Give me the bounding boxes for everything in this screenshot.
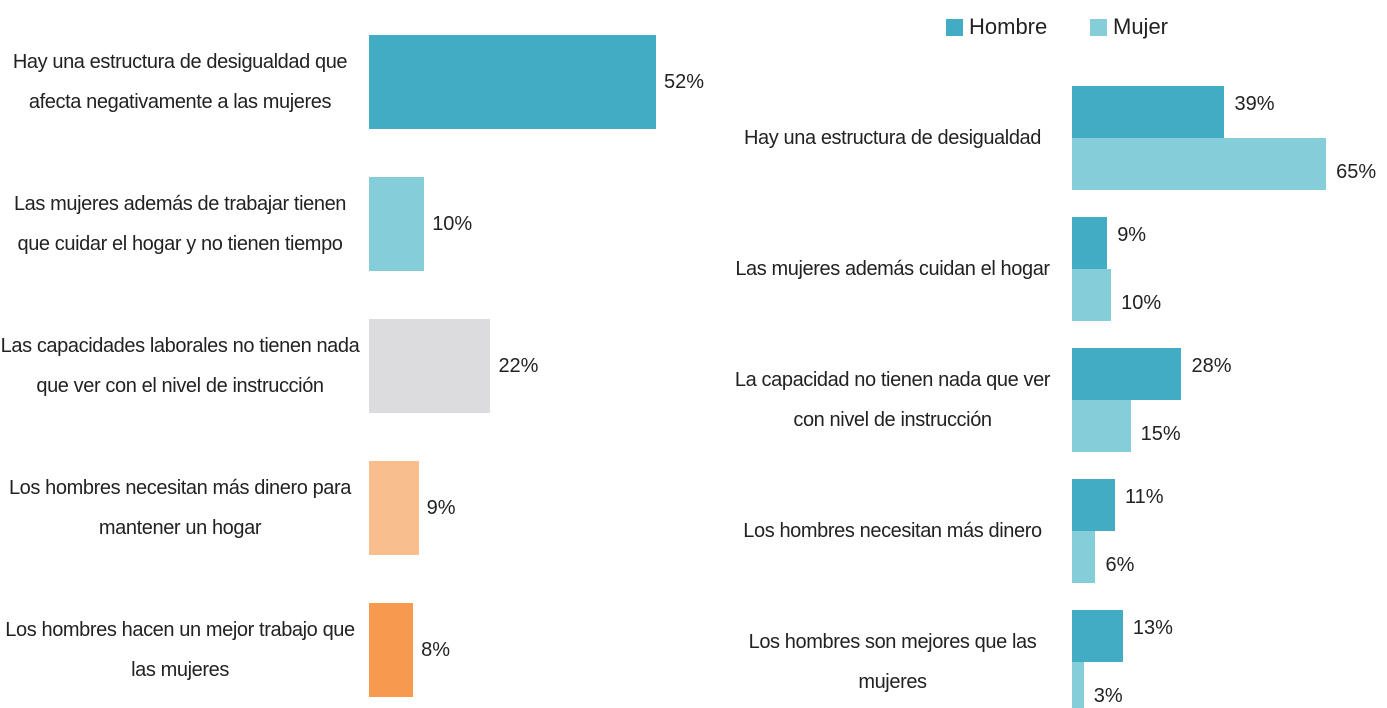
value-label: 13% bbox=[1132, 617, 1173, 639]
category-label: Las mujeres además de trabajar tienen qu… bbox=[13, 193, 347, 255]
legend-swatch bbox=[1090, 18, 1107, 36]
value-label: 65% bbox=[1336, 161, 1377, 183]
bar bbox=[1072, 479, 1115, 531]
category-label: Los hombres necesitan más dinero para ma… bbox=[8, 477, 352, 539]
bar bbox=[1072, 269, 1112, 321]
bar bbox=[1072, 531, 1096, 583]
category-label: Hay una estructura de desigualdad que af… bbox=[12, 51, 348, 113]
bar bbox=[1072, 348, 1182, 400]
legend-item: Mujer bbox=[1090, 14, 1168, 40]
category-label: Las mujeres además cuidan el hogar bbox=[735, 258, 1050, 280]
value-label: 10% bbox=[432, 213, 473, 235]
value-label: 3% bbox=[1093, 685, 1123, 707]
bar bbox=[1072, 138, 1327, 190]
category-label: Las capacidades laborales no tienen nada… bbox=[0, 335, 360, 397]
bar bbox=[1072, 610, 1123, 662]
bar bbox=[369, 177, 425, 271]
value-label: 6% bbox=[1105, 554, 1135, 576]
category-label: La capacidad no tienen nada que ver con … bbox=[734, 369, 1051, 431]
legend-label: Hombre bbox=[969, 14, 1048, 39]
bar bbox=[369, 461, 419, 555]
bar bbox=[1072, 217, 1108, 269]
bar bbox=[1072, 400, 1131, 452]
value-label: 9% bbox=[426, 497, 456, 519]
category-label: Los hombres hacen un mejor trabajo que l… bbox=[5, 619, 355, 681]
value-label: 11% bbox=[1125, 486, 1164, 508]
value-label: 52% bbox=[664, 71, 705, 93]
value-label: 9% bbox=[1117, 224, 1147, 246]
value-label: 22% bbox=[498, 355, 539, 377]
legend-label: Mujer bbox=[1113, 14, 1169, 39]
value-label: 10% bbox=[1121, 292, 1162, 314]
legend-swatch bbox=[946, 18, 963, 36]
value-label: 15% bbox=[1140, 423, 1181, 445]
legend-item: Hombre bbox=[946, 14, 1047, 40]
category-label: Los hombres necesitan más dinero bbox=[743, 520, 1042, 542]
bar bbox=[369, 319, 491, 413]
bar bbox=[369, 35, 657, 129]
category-label: Hay una estructura de desigualdad bbox=[743, 127, 1041, 149]
value-label: 8% bbox=[421, 639, 451, 661]
bar bbox=[1072, 86, 1225, 138]
bar bbox=[369, 603, 414, 697]
value-label: 28% bbox=[1191, 355, 1232, 377]
category-label: Los hombres son mejores que las mujeres bbox=[748, 631, 1037, 693]
bar bbox=[1072, 662, 1084, 708]
value-label: 39% bbox=[1234, 93, 1275, 115]
